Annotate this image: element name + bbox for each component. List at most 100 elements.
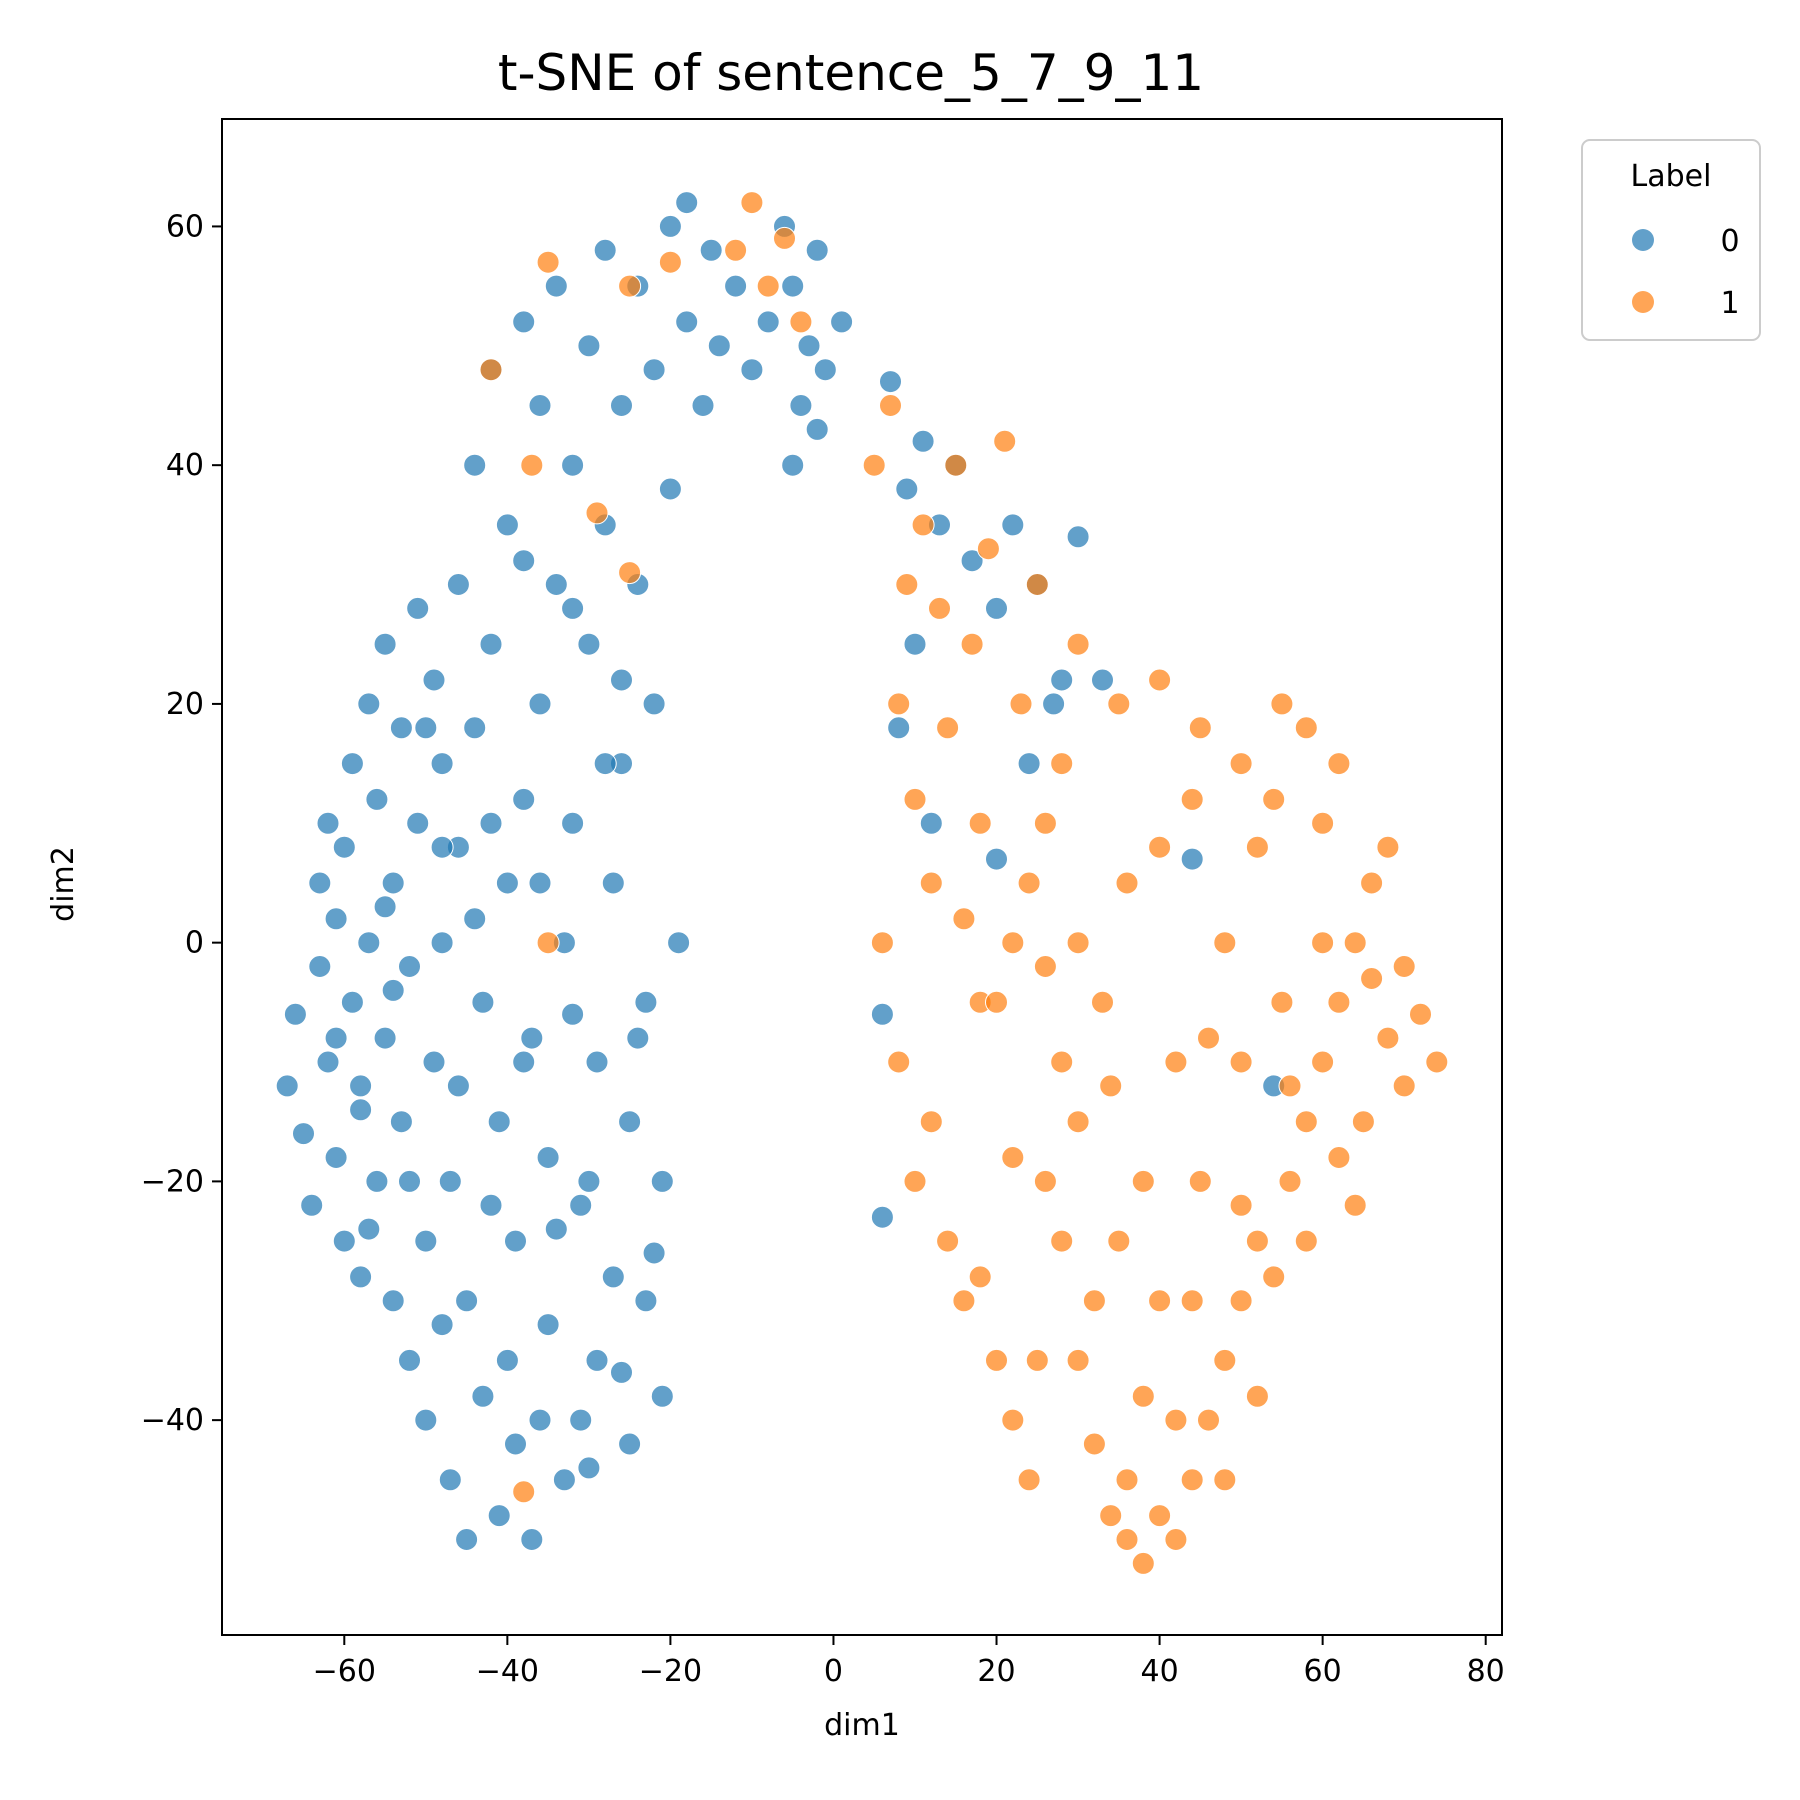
x-axis: −60 −40 −20 0 20 40 60 80 — [313, 1635, 1505, 1689]
scatter-point — [504, 1229, 527, 1253]
scatter-point — [1188, 1169, 1212, 1193]
scatter-point — [1229, 1289, 1253, 1313]
scatter-point — [740, 358, 764, 382]
scatter-point — [936, 716, 960, 740]
plot-frame — [221, 118, 1503, 1636]
x-tick-label: 40 — [1140, 1654, 1178, 1689]
scatter-point — [585, 1050, 609, 1074]
scatter-point — [1197, 1026, 1220, 1050]
scatter-point — [1025, 573, 1049, 596]
scatter-point — [1245, 1384, 1269, 1408]
scatter-point — [895, 573, 919, 596]
scatter-point — [1107, 692, 1131, 716]
scatter-point — [1180, 847, 1204, 871]
y-axis-label: dim2 — [46, 846, 81, 922]
scatter-point — [887, 692, 911, 716]
scatter-point — [495, 1348, 519, 1372]
scatter-point — [1294, 716, 1318, 740]
scatter-point — [332, 835, 356, 859]
scatter-point — [324, 1146, 348, 1169]
scatter-point — [1131, 1551, 1155, 1575]
scatter-point — [1262, 787, 1286, 811]
scatter-point — [1213, 931, 1237, 955]
scatter-point — [504, 1432, 527, 1456]
scatter-point — [797, 334, 821, 358]
scatter-point — [398, 1169, 421, 1193]
scatter-point — [1213, 1468, 1237, 1492]
scatter-point — [610, 668, 633, 692]
scatter-point — [675, 191, 699, 215]
scatter-point — [365, 787, 389, 811]
scatter-point — [495, 871, 519, 895]
scatter-point — [1033, 1169, 1057, 1193]
scatter-point — [479, 358, 503, 382]
scatter-point — [1115, 871, 1139, 895]
x-tick-label: 20 — [977, 1654, 1015, 1689]
scatter-point — [756, 310, 780, 334]
scatter-point — [1033, 811, 1057, 835]
scatter-point — [1425, 1050, 1449, 1074]
scatter-point — [1197, 1408, 1220, 1432]
scatter-point — [895, 477, 919, 501]
scatter-point — [471, 990, 495, 1014]
scatter-point — [463, 907, 487, 931]
scatter-point — [1245, 835, 1269, 859]
scatter-point — [1188, 716, 1212, 740]
scatter-point — [1091, 990, 1114, 1014]
scatter-point — [561, 811, 585, 835]
scatter-point — [520, 1528, 544, 1551]
scatter-point — [1294, 1110, 1318, 1134]
scatter-point — [618, 561, 642, 585]
scatter-point — [1376, 1026, 1400, 1050]
scatter-point — [1229, 1050, 1253, 1074]
scatter-point — [406, 811, 430, 835]
scatter-point — [569, 1193, 593, 1217]
scatter-point — [1270, 692, 1294, 716]
scatter-point — [618, 1110, 642, 1134]
scatter-point — [601, 1265, 625, 1289]
scatter-point — [1229, 752, 1253, 776]
scatter-point — [601, 871, 625, 895]
scatter-point — [495, 513, 519, 537]
scatter-point — [1311, 1050, 1335, 1074]
scatter-point — [528, 1408, 552, 1432]
scatter-point — [903, 787, 927, 811]
scatter-point — [1017, 871, 1041, 895]
x-tick-label: 0 — [824, 1654, 843, 1689]
scatter-point — [658, 477, 682, 501]
scatter-point — [1009, 692, 1033, 716]
y-axis: −40 −20 0 20 40 60 — [141, 209, 222, 1438]
scatter-point — [919, 871, 943, 895]
scatter-point — [1001, 931, 1025, 955]
scatter-point — [479, 632, 503, 656]
scatter-point — [275, 1074, 299, 1098]
x-axis-label: dim1 — [824, 1708, 900, 1743]
scatter-point — [756, 274, 780, 298]
scatter-point — [349, 1265, 373, 1289]
scatter-point — [919, 811, 943, 835]
scatter-point — [1066, 525, 1090, 549]
scatter-point — [381, 1289, 405, 1313]
scatter-point — [414, 1229, 438, 1253]
scatter-point — [675, 310, 699, 334]
scatter-point — [1262, 1265, 1286, 1289]
scatter-point — [610, 1360, 633, 1384]
x-tick-label: −20 — [639, 1654, 702, 1689]
scatter-point — [552, 1468, 576, 1492]
scatter-point — [1001, 1146, 1025, 1169]
scatter-point — [985, 596, 1008, 620]
scatter-point — [618, 274, 642, 298]
scatter-point — [512, 1050, 536, 1074]
legend-marker-label-0 — [1632, 229, 1654, 251]
scatter-point — [1050, 752, 1074, 776]
scatter-point — [960, 632, 984, 656]
scatter-point — [569, 1408, 593, 1432]
scatter-point — [283, 1002, 307, 1026]
chart-title: t-SNE of sentence_5_7_9_11 — [498, 44, 1204, 102]
scatter-point — [968, 1265, 992, 1289]
scatter-point — [577, 1169, 601, 1193]
scatter-point — [618, 1432, 642, 1456]
scatter-point — [463, 716, 487, 740]
scatter-point — [1409, 1002, 1432, 1026]
scatter-point — [1042, 692, 1066, 716]
